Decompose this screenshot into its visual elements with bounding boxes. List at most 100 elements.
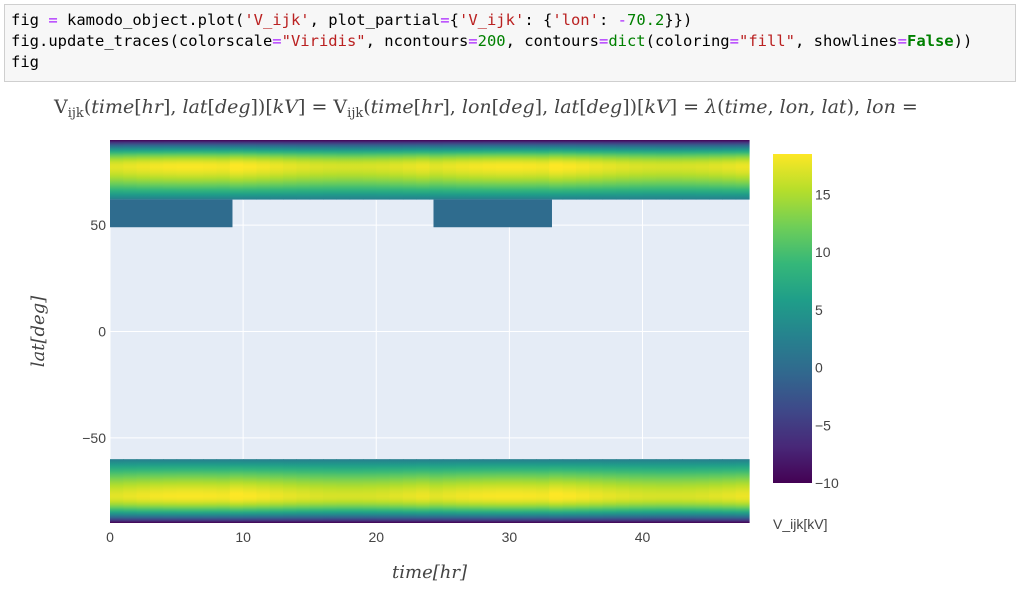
heatmap-column	[442, 459, 457, 523]
heatmap-column	[429, 459, 444, 523]
heatmap-column	[695, 140, 710, 200]
heatmap-column	[562, 459, 577, 523]
heatmap-column	[536, 459, 550, 523]
heatmap-column	[110, 140, 124, 200]
heatmap-column	[695, 459, 710, 523]
title-part: ijk	[347, 106, 363, 121]
heatmap-column	[575, 459, 590, 523]
title-part: hr	[142, 96, 165, 118]
heatmap-column	[615, 459, 630, 523]
x-tick-label: 10	[235, 529, 251, 545]
title-part: ,	[809, 96, 821, 118]
heatmap-column	[243, 140, 258, 200]
heatmap-column	[283, 459, 297, 523]
title-part: V	[332, 96, 347, 118]
title-part: ] =	[670, 96, 705, 118]
heatmap-column	[602, 459, 617, 523]
heatmap-column	[589, 459, 604, 523]
heatmap-column	[163, 140, 178, 200]
colorbar-tick-label: 0	[815, 360, 823, 376]
code-token: "fill"	[738, 32, 795, 50]
heatmap-block	[110, 199, 233, 228]
title-part: kV	[273, 96, 301, 118]
heatmap-column	[549, 140, 564, 200]
heatmap-column	[682, 140, 697, 200]
code-token: =	[440, 11, 450, 29]
title-part: ,	[768, 96, 780, 118]
code-token: 70.2	[627, 11, 665, 29]
code-token: =	[729, 32, 739, 50]
title-part: lat	[822, 96, 847, 118]
heatmap-column	[669, 459, 684, 523]
title-part: (	[363, 96, 370, 118]
heatmap-column	[123, 459, 138, 523]
code-token: =	[897, 32, 907, 50]
svg-text:Vijk(time[hr], lat[deg])[kV] =: Vijk(time[hr], lat[deg])[kV] = Vijk(time…	[53, 96, 918, 121]
title-part: hr	[421, 96, 444, 118]
colorbar-gradient	[773, 154, 812, 483]
heatmap-column	[416, 459, 431, 523]
title-part: time	[371, 96, 414, 118]
title-part: ])[	[251, 96, 273, 118]
code-token: -	[617, 11, 627, 29]
heatmap-column	[189, 140, 204, 200]
heatmap-column	[562, 140, 577, 200]
title-part: (	[717, 96, 724, 118]
title-part: [	[492, 96, 499, 118]
code-token: , ncontours	[365, 32, 469, 50]
heatmap-column	[402, 140, 417, 200]
heatmap-column	[256, 140, 271, 200]
x-axis-label: time[hr]	[392, 562, 468, 583]
y-tick-label: 0	[98, 324, 106, 340]
heatmap-column	[323, 459, 337, 523]
y-axis-ticks: 50 0 −50	[82, 217, 106, 446]
title-part: lon	[462, 96, 492, 118]
x-axis-ticks: 0 10 20 30 40	[106, 529, 650, 545]
heatmap-column	[735, 140, 750, 200]
heatmap-column	[442, 140, 457, 200]
heatmap-column	[269, 140, 284, 200]
heatmap-column	[243, 459, 258, 523]
heatmap-column	[110, 459, 124, 523]
code-token: : {	[524, 11, 553, 29]
heatmap-column	[549, 459, 564, 523]
title-part: lon	[780, 96, 810, 118]
heatmap-column	[123, 140, 138, 200]
heatmap-column	[709, 140, 723, 200]
heatmap-column	[709, 459, 723, 523]
code-token: :	[598, 11, 618, 29]
heatmap-column	[376, 140, 391, 200]
code-token: dict	[608, 32, 646, 50]
heatmap-column	[469, 140, 484, 200]
heatmap-column	[203, 459, 218, 523]
colorbar-title: V_ijk[kV]	[773, 516, 827, 532]
code-token: 200	[477, 32, 506, 50]
title-part: kV	[644, 96, 672, 118]
heatmap-column	[669, 140, 684, 200]
y-tick-label: 50	[90, 217, 106, 233]
heatmap-column	[229, 459, 244, 523]
heatmap-column	[456, 459, 471, 523]
heatmap-column	[309, 459, 324, 523]
title-part: time	[725, 96, 768, 118]
heatmap-column	[229, 140, 244, 200]
title-part: V	[53, 96, 68, 118]
chart-title: Vijk(time[hr], lat[deg])[kV] = Vijk(time…	[53, 96, 918, 121]
heatmap-column	[402, 459, 417, 523]
heatmap-column	[136, 140, 151, 200]
code-cell[interactable]: fig = kamodo_object.plot('V_ijk', plot_p…	[4, 4, 1016, 82]
code-token: ))	[953, 32, 973, 50]
heatmap-plot[interactable]: Vijk(time[hr], lat[deg])[kV] = Vijk(time…	[0, 82, 1020, 591]
title-part: ] =	[298, 96, 333, 118]
colorbar-tick-label: 10	[815, 244, 831, 260]
code-token: fig.update_traces(colorscale	[11, 32, 273, 50]
heatmap-column	[189, 459, 204, 523]
heatmap-column	[629, 459, 644, 523]
colorbar-tick-label: 5	[815, 302, 823, 318]
heatmap-column	[149, 140, 164, 200]
heatmap-column	[296, 459, 311, 523]
x-tick-label: 0	[106, 529, 114, 545]
heatmap-column	[456, 140, 471, 200]
colorbar	[773, 154, 812, 483]
code-line: fig	[11, 52, 1015, 73]
